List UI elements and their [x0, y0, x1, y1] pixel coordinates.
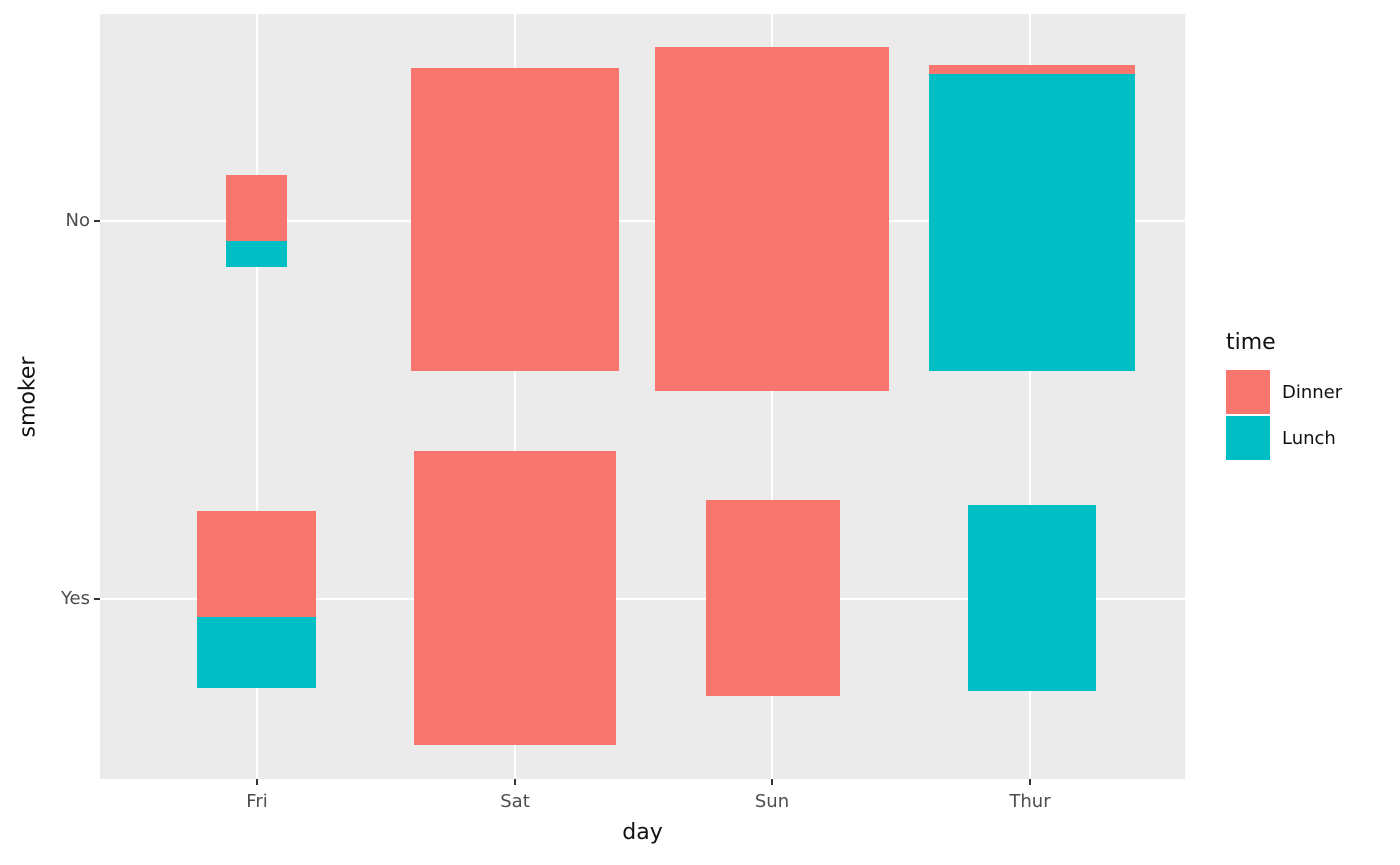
legend-entries: Dinner Lunch [1226, 369, 1342, 461]
gridline-vertical [771, 14, 773, 779]
tile-sun-yes-dinner [706, 500, 840, 696]
x-tick [771, 779, 773, 785]
x-tick-label-fri: Fri [246, 791, 268, 812]
x-tick-label-thur: Thur [1009, 791, 1051, 812]
gridline-vertical [514, 14, 516, 779]
y-tick-label-no: No [65, 210, 90, 232]
gridline-vertical [256, 14, 258, 779]
x-tick [256, 779, 258, 785]
x-tick [514, 779, 516, 785]
legend-title: time [1226, 330, 1276, 355]
x-tick-label-sun: Sun [754, 791, 790, 812]
legend-entry-lunch: Lunch [1226, 415, 1342, 461]
x-tick [1029, 779, 1031, 785]
legend: time Dinner Lunch [1226, 330, 1342, 461]
y-tick [94, 598, 100, 600]
legend-label-lunch: Lunch [1282, 427, 1336, 449]
gridline-vertical [1029, 14, 1031, 779]
gridline-horizontal [100, 220, 1185, 222]
x-tick-label-sat: Sat [500, 791, 530, 812]
y-axis-title: smoker [15, 356, 41, 437]
tile-fri-no-dinner [226, 175, 287, 241]
legend-swatch-lunch [1226, 416, 1270, 460]
tile-fri-yes-dinner [197, 511, 316, 617]
tile-thur-no-dinner [929, 65, 1135, 74]
tile-fri-yes-lunch [197, 617, 316, 688]
tile-thur-yes-lunch [968, 505, 1096, 691]
gridline-horizontal [100, 598, 1185, 600]
legend-label-dinner: Dinner [1282, 381, 1343, 403]
x-axis-title: day [622, 820, 663, 845]
tile-fri-no-lunch [226, 241, 287, 267]
tile-sat-no-dinner [411, 68, 619, 371]
plot-panel [100, 14, 1185, 779]
tile-sun-no-dinner [655, 47, 889, 391]
legend-entry-dinner: Dinner [1226, 369, 1342, 415]
tile-thur-no-lunch [929, 74, 1135, 371]
legend-swatch-dinner [1226, 370, 1270, 414]
y-tick [94, 220, 100, 222]
y-tick-label-yes: Yes [60, 588, 90, 610]
tile-sat-yes-dinner [414, 451, 616, 745]
